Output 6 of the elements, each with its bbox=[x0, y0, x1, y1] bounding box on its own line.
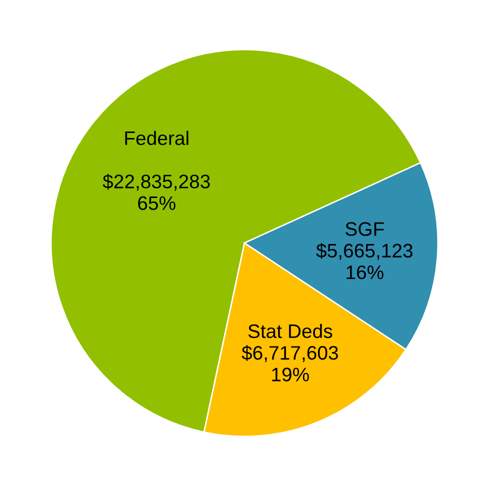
data-label: $6,717,603 19% bbox=[242, 345, 338, 382]
data-label: $5,665,123 16% bbox=[316, 242, 412, 280]
slice-label: Stat Deds bbox=[248, 324, 332, 338]
data-label: $22,835,283 65% bbox=[102, 174, 210, 210]
slice-label: SGF bbox=[346, 222, 384, 236]
slice-label: Federal bbox=[125, 130, 188, 146]
